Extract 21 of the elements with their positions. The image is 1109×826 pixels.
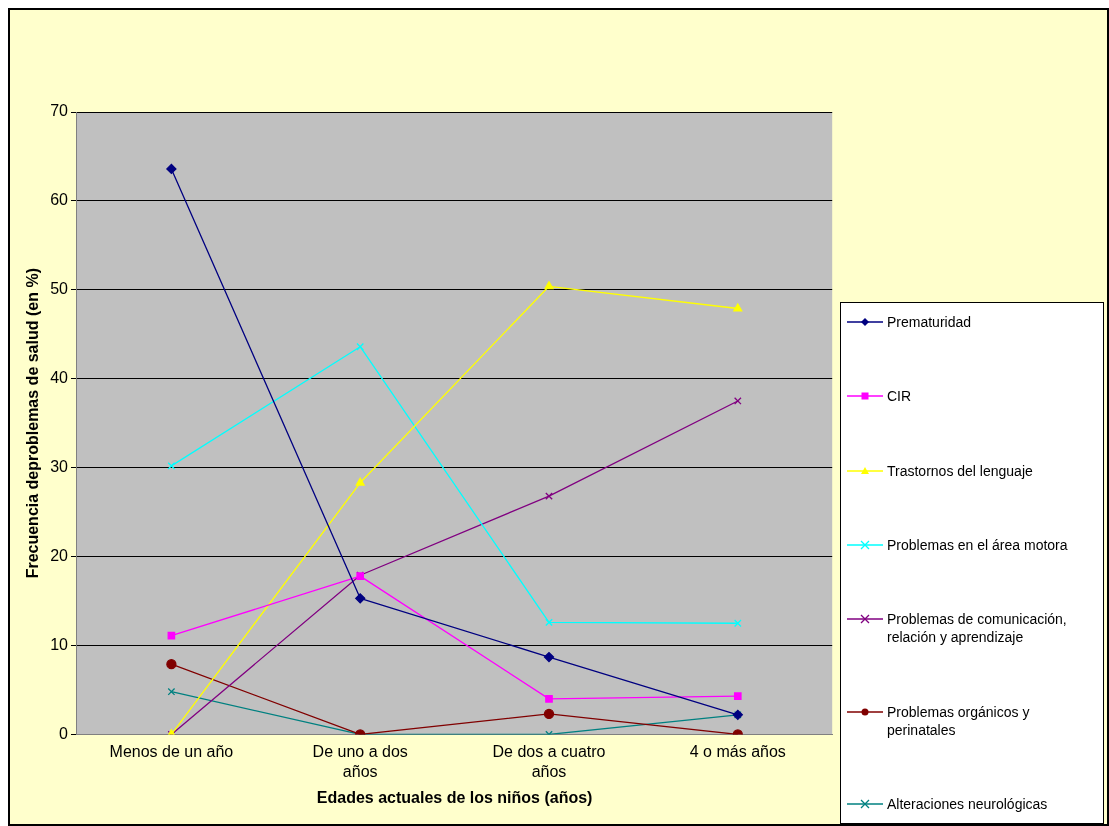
legend-label: Problemas orgánicos y perinatales [887,702,1031,739]
y-tick-label: 60 [50,191,69,209]
y-tick-label: 0 [59,724,69,742]
x-tick-label: De uno a dos años [312,743,408,780]
legend-label: Prematuridad [887,313,972,331]
x-tick-label: De dos a cuatro años [492,743,606,780]
legend-label: Problemas de comunicación, relación y aprendizaje [887,610,1068,647]
x-axis-title: Edades actuales de los niños (años) [316,788,593,806]
legend-label: Trastornos del lenguaje [887,461,1033,480]
legend-label: CIR [887,387,912,406]
y-tick-label: 10 [50,635,69,653]
y-tick-label: 50 [50,280,69,298]
y-tick-label: 40 [50,369,69,387]
legend-label: Alteraciones neurológicas [887,794,1048,813]
y-tick-label: 70 [50,102,69,120]
x-tick-label: 4 o más años [689,743,786,761]
legend-label: Problemas en el área motora [887,536,1068,554]
y-tick-label: 20 [50,546,69,564]
x-tick-label: Menos de un año [109,743,234,761]
y-tick-label: 30 [50,458,69,476]
y-axis-title: Frecuencia deproblemas de salud (en %) [24,268,42,579]
